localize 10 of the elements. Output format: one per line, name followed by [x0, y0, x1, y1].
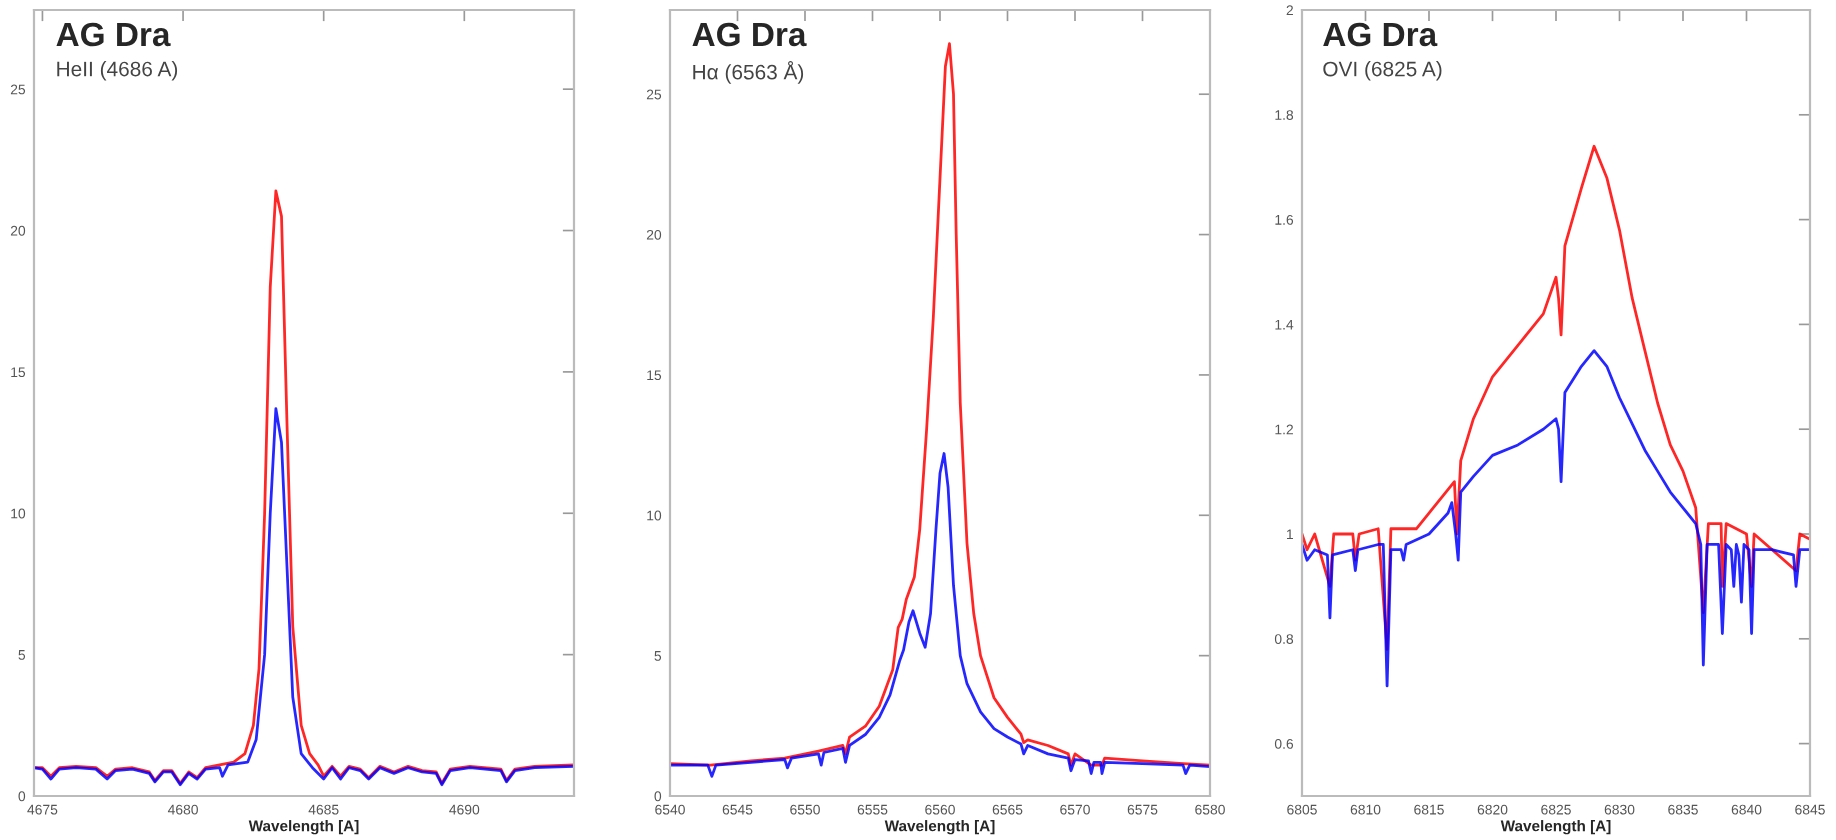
- line-series: [670, 452, 1210, 778]
- chart-title: AG Dra: [1323, 22, 1438, 47]
- chart-title: AG Dra: [692, 22, 807, 47]
- text: Hα (6563 Å): [693, 61, 804, 84]
- chart-title: AG Dra: [56, 22, 171, 47]
- line-series: [34, 189, 574, 785]
- text: HeII (4686 A): [57, 61, 178, 81]
- text: OVI (6825 A): [1323, 61, 1442, 81]
- line-series: [1302, 349, 1810, 688]
- line-series: [34, 407, 574, 787]
